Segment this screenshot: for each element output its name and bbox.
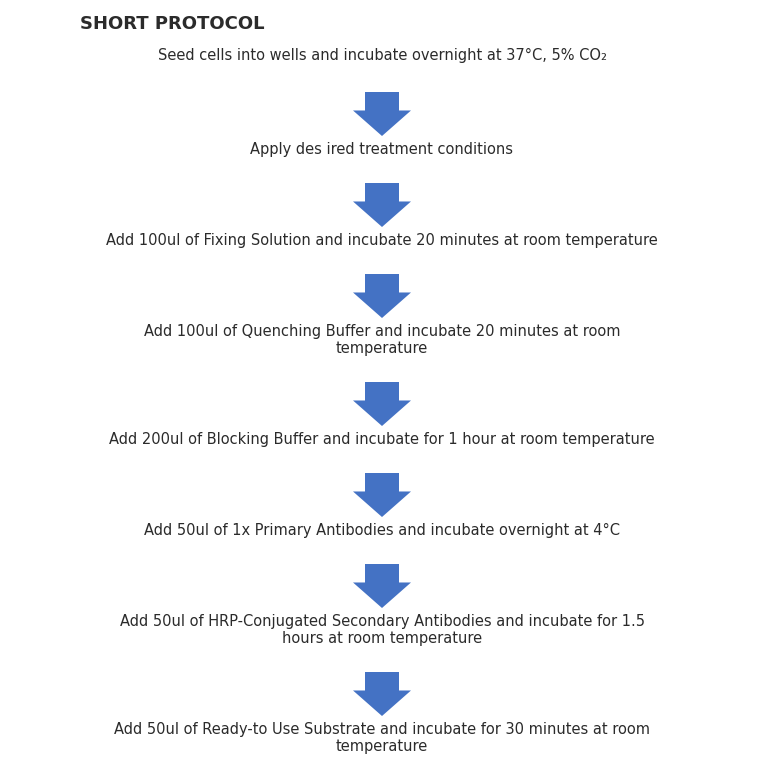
Polygon shape xyxy=(353,92,411,136)
Text: Add 100ul of Quenching Buffer and incubate 20 minutes at room
temperature: Add 100ul of Quenching Buffer and incuba… xyxy=(144,324,620,356)
Text: Add 50ul of HRP-Conjugated Secondary Antibodies and incubate for 1.5
hours at ro: Add 50ul of HRP-Conjugated Secondary Ant… xyxy=(119,614,645,646)
Text: Seed cells into wells and incubate overnight at 37°C, 5% CO₂: Seed cells into wells and incubate overn… xyxy=(157,48,607,63)
Text: Apply des ired treatment conditions: Apply des ired treatment conditions xyxy=(251,142,513,157)
Polygon shape xyxy=(353,382,411,426)
Polygon shape xyxy=(353,473,411,517)
Polygon shape xyxy=(353,564,411,608)
Polygon shape xyxy=(353,274,411,318)
Text: Add 200ul of Blocking Buffer and incubate for 1 hour at room temperature: Add 200ul of Blocking Buffer and incubat… xyxy=(109,432,655,447)
Text: Add 50ul of Ready-to Use Substrate and incubate for 30 minutes at room
temperatu: Add 50ul of Ready-to Use Substrate and i… xyxy=(114,722,650,754)
Polygon shape xyxy=(353,672,411,716)
Text: Add 100ul of Fixing Solution and incubate 20 minutes at room temperature: Add 100ul of Fixing Solution and incubat… xyxy=(106,233,658,248)
Text: Add 50ul of 1x Primary Antibodies and incubate overnight at 4°C: Add 50ul of 1x Primary Antibodies and in… xyxy=(144,523,620,538)
Text: SHORT PROTOCOL: SHORT PROTOCOL xyxy=(80,15,264,33)
Polygon shape xyxy=(353,183,411,227)
